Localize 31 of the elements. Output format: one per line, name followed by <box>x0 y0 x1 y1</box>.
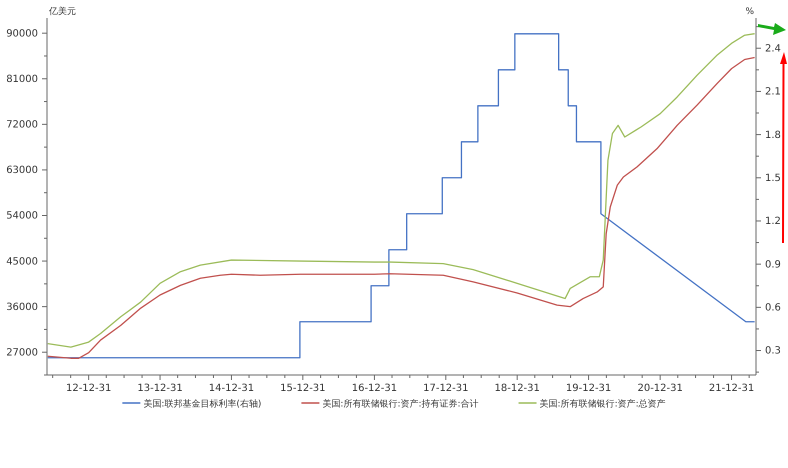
y2-tick-label: 1.2 <box>765 216 781 228</box>
legend-label: 美国:所有联储银行:资产:持有证券:合计 <box>322 398 479 410</box>
y-tick-label: 54000 <box>6 210 38 222</box>
y-tick-label: 45000 <box>6 256 38 268</box>
y2-tick-label: 0.6 <box>765 302 781 314</box>
y-tick-label: 72000 <box>6 120 38 131</box>
legend-label: 美国:联邦基金目标利率(右轴) <box>143 398 262 410</box>
x-tick-label: 16-12-31 <box>352 383 398 394</box>
y-tick-label: 63000 <box>6 165 38 176</box>
y2-tick-label: 0.9 <box>765 259 781 270</box>
y-tick-label: 90000 <box>6 28 38 40</box>
y-tick-label: 81000 <box>6 74 38 85</box>
x-tick-label: 21-12-31 <box>708 383 754 394</box>
legend-label: 美国:所有联储银行:资产:总资产 <box>540 398 666 410</box>
y-tick-label: 27000 <box>6 347 38 358</box>
y-tick-label: 36000 <box>6 302 38 313</box>
x-tick-label: 17-12-31 <box>423 383 468 394</box>
y2-tick-label: 2.4 <box>765 43 781 54</box>
x-tick-label: 13-12-31 <box>137 383 183 394</box>
y2-tick-label: 1.8 <box>765 130 781 141</box>
y2-axis-title: % <box>745 7 754 17</box>
x-tick-label: 18-12-31 <box>494 383 540 394</box>
x-tick-label: 19-12-31 <box>566 383 612 394</box>
y2-tick-label: 0.3 <box>765 346 781 357</box>
y2-tick-label: 1.5 <box>765 172 781 184</box>
y2-tick-label: 2.1 <box>765 86 781 98</box>
x-tick-label: 12-12-31 <box>66 383 112 394</box>
x-tick-label: 15-12-31 <box>280 383 326 394</box>
x-tick-label: 14-12-31 <box>208 383 254 394</box>
y-axis-title: 亿美元 <box>48 6 76 17</box>
x-tick-label: 20-12-31 <box>637 383 683 394</box>
